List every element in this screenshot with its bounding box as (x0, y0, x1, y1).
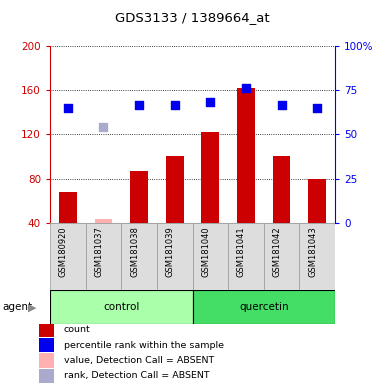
Bar (273, 157, 290, 223)
Point (65, 105, 71, 111)
Bar (50, 223, 85, 290)
Text: percentile rank within the sample: percentile rank within the sample (64, 341, 224, 349)
Bar (59, 192, 77, 223)
Bar (95, 219, 112, 223)
Text: value, Detection Call = ABSENT: value, Detection Call = ABSENT (64, 356, 214, 365)
Bar (237, 88, 255, 223)
Bar (38, 338, 54, 353)
Bar (201, 132, 219, 223)
Text: GSM181042: GSM181042 (273, 226, 281, 277)
Point (278, 102, 285, 108)
Bar (121, 223, 157, 290)
Point (100, 124, 107, 131)
Bar (38, 353, 54, 368)
Bar (38, 369, 54, 383)
Text: rank, Detection Call = ABSENT: rank, Detection Call = ABSENT (64, 371, 209, 381)
Bar (264, 223, 300, 290)
Text: quercetin: quercetin (239, 302, 288, 312)
Bar (300, 223, 335, 290)
Bar (192, 223, 228, 290)
Bar (50, 290, 192, 324)
Text: ▶: ▶ (28, 302, 37, 312)
Bar (308, 179, 326, 223)
Point (207, 99, 213, 105)
Text: GSM181043: GSM181043 (308, 226, 317, 277)
Bar (157, 223, 192, 290)
Text: count: count (64, 325, 90, 334)
Bar (130, 171, 148, 223)
Text: GSM181039: GSM181039 (166, 226, 175, 277)
Bar (85, 223, 121, 290)
Text: control: control (103, 302, 139, 312)
Text: GSM181037: GSM181037 (94, 226, 104, 277)
Text: GSM181040: GSM181040 (201, 226, 210, 277)
Point (172, 102, 178, 108)
Bar (166, 157, 184, 223)
Point (314, 105, 320, 111)
Text: GDS3133 / 1389664_at: GDS3133 / 1389664_at (115, 12, 270, 25)
Point (243, 84, 249, 91)
Text: GSM181038: GSM181038 (130, 226, 139, 277)
Bar (228, 223, 264, 290)
Text: GSM180920: GSM180920 (59, 226, 68, 277)
Text: agent: agent (2, 302, 32, 312)
Point (136, 102, 142, 108)
Bar (38, 322, 54, 337)
Bar (192, 290, 335, 324)
Text: GSM181041: GSM181041 (237, 226, 246, 277)
